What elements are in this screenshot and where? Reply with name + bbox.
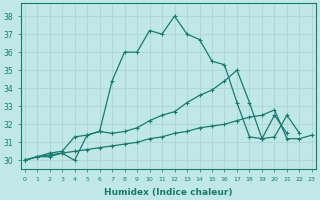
X-axis label: Humidex (Indice chaleur): Humidex (Indice chaleur) — [104, 188, 233, 197]
